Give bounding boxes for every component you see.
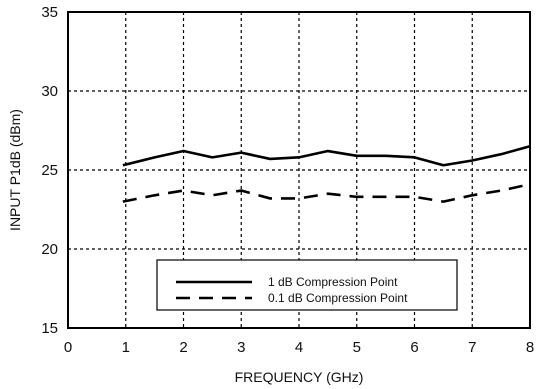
series-layer [122,145,531,203]
tick-labels: 0 1 2 3 4 5 6 7 8 15 20 25 30 35 [41,4,534,356]
grid [68,12,530,328]
x-tick-label: 1 [122,339,130,356]
series-line-1db [122,145,531,167]
y-tick-label: 25 [41,162,58,179]
y-tick-label: 30 [41,83,58,100]
y-tick-label: 20 [41,241,58,258]
legend-box [156,259,458,311]
plot-frame [67,11,531,329]
x-tick-label: 7 [468,339,476,356]
x-tick-label: 8 [526,339,534,356]
legend: 1 dB Compression Point 0.1 dB Compressio… [156,259,458,311]
legend-label-1db: 1 dB Compression Point [268,275,398,289]
y-axis-label: INPUT P1dB (dBm) [7,109,23,231]
y-tick-label: 35 [41,4,58,21]
x-tick-label: 3 [237,339,245,356]
x-tick-label: 4 [295,339,303,356]
legend-label-0-1db: 0.1 dB Compression Point [268,291,408,305]
x-tick-label: 6 [410,339,418,356]
y-tick-label: 15 [41,320,58,337]
x-axis-label: FREQUENCY (GHz) [235,369,364,385]
series-line-0-1db [122,182,531,203]
x-tick-label: 0 [64,339,72,356]
x-tick-label: 5 [353,339,361,356]
x-tick-label: 2 [179,339,187,356]
